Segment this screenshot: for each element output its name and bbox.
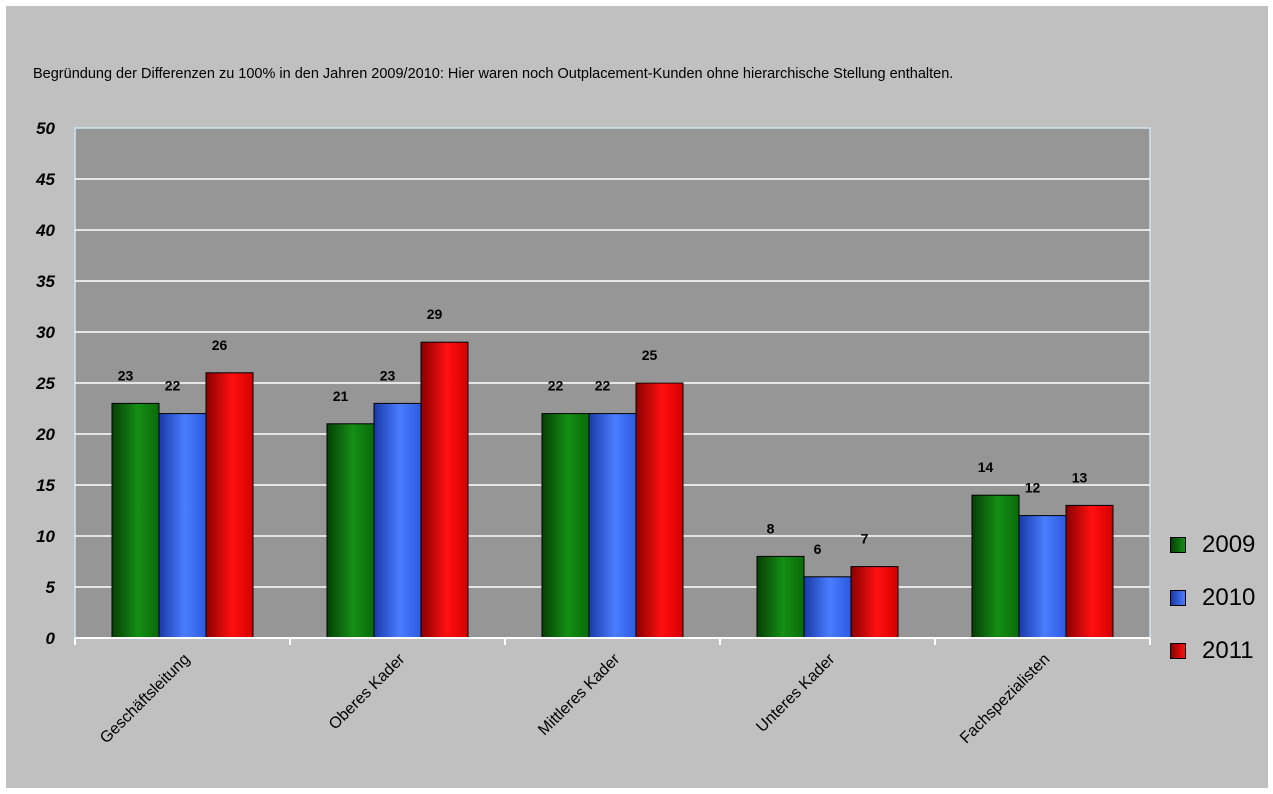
- y-axis: 0 5 10 15 20 25 30 35 40 45 50: [35, 119, 55, 648]
- y-tick-label: 40: [35, 221, 55, 240]
- data-label: 29: [427, 306, 443, 322]
- data-label: 23: [118, 367, 134, 383]
- legend-item-2010: 2010: [1170, 571, 1255, 624]
- legend-swatch-2009: [1170, 536, 1186, 553]
- data-label: 13: [1072, 469, 1088, 485]
- y-tick-label: 50: [36, 119, 55, 138]
- y-tick-label: 35: [36, 272, 55, 291]
- bars: [111, 341, 1114, 639]
- x-category-label: Mittleres Kader: [535, 650, 624, 739]
- data-labels: 23 22 26 21 23 29 22 22 25 8 6 7 14 12 13: [118, 306, 1088, 557]
- y-tick-label: 25: [35, 374, 55, 393]
- bar-2010-0: [158, 413, 207, 639]
- bar-2009-3: [756, 555, 805, 639]
- data-label: 26: [212, 337, 228, 353]
- data-label: 8: [767, 520, 775, 536]
- x-category-label: Fachspezialisten: [957, 651, 1053, 747]
- data-label: 22: [165, 378, 181, 394]
- bar-2009-0: [111, 402, 160, 639]
- legend: 2009 2010 2011: [1170, 518, 1255, 677]
- bar-2009-1: [326, 423, 375, 639]
- bar-2009-4: [971, 494, 1020, 639]
- bar-2009-2: [541, 413, 590, 639]
- data-label: 25: [642, 347, 658, 363]
- bar-2010-3: [803, 576, 852, 639]
- x-category-label: Oberes Kader: [326, 650, 409, 733]
- x-category-label: Unteres Kader: [753, 650, 838, 735]
- y-tick-label: 45: [35, 170, 55, 189]
- data-label: 23: [380, 367, 396, 383]
- y-tick-label: 10: [36, 527, 55, 546]
- legend-label-2011: 2011: [1202, 636, 1254, 664]
- x-axis: Geschäftsleitung Oberes Kader Mittleres Ka…: [74, 637, 1151, 747]
- data-label: 14: [978, 459, 994, 475]
- bar-2010-2: [588, 413, 637, 639]
- data-label: 12: [1025, 480, 1041, 496]
- data-label: 22: [548, 378, 564, 394]
- bar-2011-0: [205, 372, 254, 639]
- legend-swatch-2010: [1170, 589, 1186, 606]
- legend-label-2010: 2010: [1202, 583, 1256, 611]
- data-label: 6: [814, 541, 822, 557]
- bar-2011-3: [850, 566, 899, 639]
- legend-label-2009: 2009: [1202, 530, 1256, 558]
- y-tick-label: 15: [36, 476, 55, 495]
- legend-item-2011: 2011: [1170, 624, 1255, 677]
- data-label: 22: [595, 378, 611, 394]
- bar-2010-1: [373, 402, 422, 639]
- bar-2011-1: [420, 341, 469, 639]
- bar-2010-4: [1018, 515, 1067, 639]
- y-tick-label: 5: [46, 578, 56, 597]
- y-tick-label: 20: [35, 425, 55, 444]
- data-label: 21: [333, 388, 349, 404]
- legend-swatch-2011: [1170, 642, 1186, 659]
- y-tick-label: 30: [36, 323, 55, 342]
- data-label: 7: [861, 531, 869, 547]
- x-category-label: Geschäftsleitung: [97, 651, 193, 747]
- legend-item-2009: 2009: [1170, 518, 1255, 571]
- y-tick-label: 0: [46, 629, 56, 648]
- bar-2011-4: [1065, 504, 1114, 639]
- chart-note: Begründung der Differenzen zu 100% in de…: [33, 66, 954, 82]
- bar-2011-2: [635, 382, 684, 639]
